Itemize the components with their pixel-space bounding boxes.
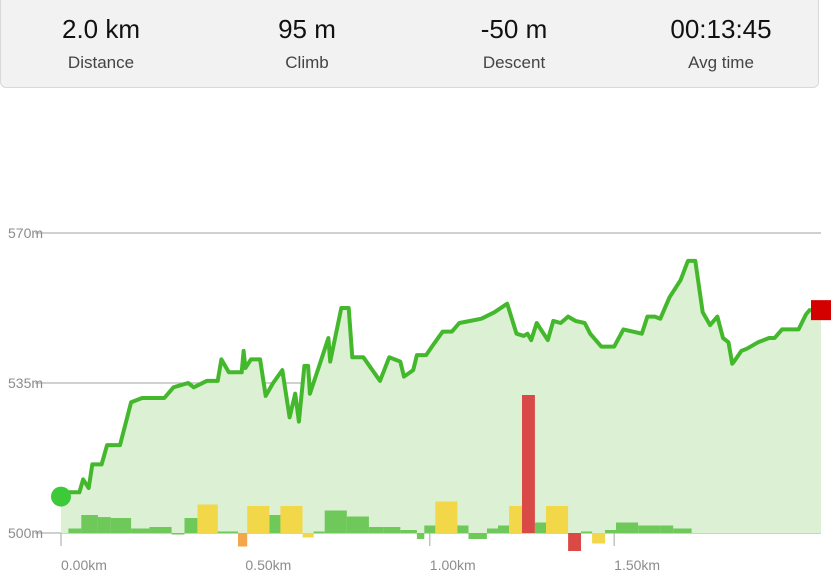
y-tick-label: 535m xyxy=(8,375,43,391)
grade-bar xyxy=(498,525,510,533)
grade-bar xyxy=(217,531,238,533)
grade-bar xyxy=(522,395,535,533)
grade-bar xyxy=(509,506,522,533)
grade-bar xyxy=(313,531,325,533)
stat-distance-value: 2.0 km xyxy=(61,14,141,44)
grade-bar xyxy=(149,527,172,533)
grade-bar xyxy=(247,506,270,533)
y-tick-label: 500m xyxy=(8,525,43,541)
grade-bar xyxy=(131,528,150,533)
grade-bar xyxy=(581,531,593,533)
axis-label-layer: 500m 535m 570m 0.00km 0.50km 1.00km 1.50km xyxy=(8,225,660,573)
grade-bar xyxy=(269,515,281,533)
grade-bar xyxy=(68,528,82,533)
grade-bar xyxy=(302,533,314,538)
stat-climb-value: 95 m xyxy=(278,14,336,44)
grade-bar xyxy=(238,533,248,547)
grade-bar xyxy=(435,501,458,533)
line-layer xyxy=(59,258,812,499)
grade-bar xyxy=(468,533,487,539)
x-tick-label: 1.50km xyxy=(614,557,660,573)
stat-distance-label: Distance xyxy=(67,53,135,72)
x-tick-label: 0.50km xyxy=(245,557,291,573)
grade-bar xyxy=(592,533,605,544)
stat-descent-label: Descent xyxy=(482,53,546,72)
grade-bar xyxy=(660,525,674,533)
grade-bar xyxy=(546,506,569,533)
grade-bar xyxy=(280,506,303,533)
grade-bar xyxy=(424,525,436,533)
grade-bar xyxy=(568,533,581,551)
grade-bar-layer xyxy=(68,395,692,551)
end-marker xyxy=(811,300,831,321)
grade-bar xyxy=(416,533,425,539)
marker-layer xyxy=(51,300,831,507)
stat-avg-time-value: 00:13:45 xyxy=(670,14,772,44)
grade-bar xyxy=(368,527,384,533)
x-tick-label: 0.00km xyxy=(61,557,107,573)
grade-bar xyxy=(197,504,218,533)
grade-bar xyxy=(110,518,132,533)
y-tick-label: 570m xyxy=(8,225,43,241)
grade-bar xyxy=(383,527,401,533)
grade-bar xyxy=(673,528,692,533)
grade-bar xyxy=(346,516,369,533)
grade-bar xyxy=(638,525,661,533)
grade-bar xyxy=(184,518,198,533)
stat-avg-time-label: Avg time xyxy=(688,53,754,72)
grade-bar xyxy=(81,515,98,533)
grade-bar xyxy=(400,530,417,533)
grade-bar xyxy=(171,533,185,535)
stat-climb-label: Climb xyxy=(285,53,329,72)
grade-bar xyxy=(605,530,617,533)
stats-panel: 2.0 km Distance 95 m Climb -50 m Descent… xyxy=(0,0,819,88)
grade-bar xyxy=(487,528,499,533)
grade-bar xyxy=(457,525,469,533)
grade-bar xyxy=(616,522,639,533)
grade-bar xyxy=(97,517,111,533)
start-marker xyxy=(51,486,71,507)
grade-bar xyxy=(324,510,347,533)
elevation-area xyxy=(61,260,821,533)
area-layer xyxy=(61,260,821,533)
x-tick-label: 1.00km xyxy=(430,557,476,573)
elevation-line xyxy=(59,258,812,499)
grade-bar xyxy=(534,522,546,533)
stat-descent-value: -50 m xyxy=(480,14,548,44)
